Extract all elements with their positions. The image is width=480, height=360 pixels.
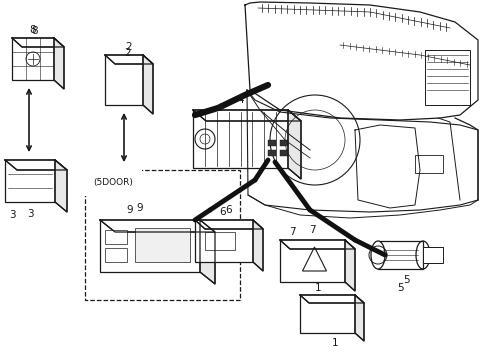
Bar — [205, 232, 235, 250]
Text: 9: 9 — [127, 205, 133, 215]
Polygon shape — [54, 38, 64, 89]
Bar — [193, 110, 288, 168]
Bar — [105, 248, 127, 262]
Bar — [280, 140, 288, 146]
Text: 2: 2 — [125, 48, 132, 58]
Bar — [105, 55, 143, 105]
Polygon shape — [253, 220, 263, 271]
Text: 7: 7 — [309, 225, 316, 235]
Bar — [378, 241, 423, 269]
Bar — [425, 50, 470, 105]
Text: 7: 7 — [288, 227, 295, 237]
Text: 5: 5 — [403, 275, 409, 285]
Polygon shape — [193, 110, 301, 121]
Bar — [135, 228, 190, 262]
Text: 3: 3 — [9, 210, 15, 220]
Bar — [85, 170, 240, 300]
Text: (5DOOR): (5DOOR) — [93, 177, 133, 186]
Text: 1: 1 — [332, 338, 339, 348]
Polygon shape — [195, 220, 263, 229]
Bar — [280, 240, 345, 282]
Bar — [280, 150, 288, 156]
Bar — [300, 295, 355, 333]
Bar — [268, 150, 276, 156]
Text: 6: 6 — [220, 207, 226, 217]
Text: 3: 3 — [27, 209, 33, 219]
Bar — [415, 155, 443, 173]
Polygon shape — [355, 295, 364, 341]
Text: 5: 5 — [396, 283, 403, 293]
Bar — [423, 247, 443, 263]
Polygon shape — [200, 220, 215, 284]
Text: 4: 4 — [216, 103, 223, 113]
Text: 6: 6 — [226, 205, 232, 215]
Text: 9: 9 — [137, 203, 144, 213]
Text: 8: 8 — [32, 26, 38, 36]
Polygon shape — [5, 160, 67, 170]
Text: 4: 4 — [237, 95, 244, 105]
Text: 8: 8 — [30, 25, 36, 35]
Ellipse shape — [371, 241, 385, 269]
Polygon shape — [55, 160, 67, 212]
Polygon shape — [300, 295, 364, 303]
Polygon shape — [288, 110, 301, 179]
Bar — [105, 230, 127, 244]
Polygon shape — [345, 240, 355, 291]
Bar — [5, 160, 55, 202]
Polygon shape — [143, 55, 153, 114]
Bar — [100, 220, 200, 272]
Bar — [195, 220, 253, 262]
Bar — [268, 140, 276, 146]
Polygon shape — [280, 240, 355, 249]
Text: 2: 2 — [126, 42, 132, 52]
Bar — [12, 38, 54, 80]
Text: 1: 1 — [315, 283, 321, 293]
Polygon shape — [12, 38, 64, 47]
Polygon shape — [105, 55, 153, 64]
Polygon shape — [100, 220, 215, 232]
